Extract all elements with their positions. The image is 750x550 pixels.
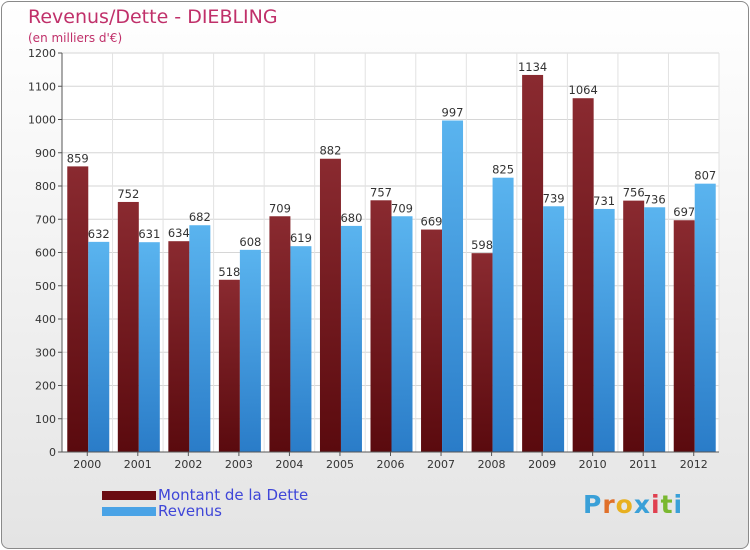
bar-revenus: [189, 225, 211, 452]
logo-letter: P: [583, 490, 603, 519]
chart-title: Revenus/Dette - DIEBLING: [28, 6, 278, 28]
labels-layer: 859 632 752 631 634 682 518 608 709 619 882 680 757 7…: [67, 60, 716, 279]
bar-dette: [269, 216, 291, 452]
x-tick-label: 2001: [124, 458, 152, 471]
bar-dette: [218, 279, 240, 452]
bar-dette: [168, 241, 190, 452]
legend-label-dette: Montant de la Dette: [158, 486, 309, 504]
bar-dette: [319, 158, 341, 453]
bar-revenus: [442, 120, 464, 452]
y-tick-label: 700: [35, 213, 56, 226]
bar-dette: [673, 220, 695, 452]
data-label: 1064: [569, 83, 598, 97]
bar-revenus: [239, 249, 261, 452]
y-tick-label: 900: [35, 147, 56, 160]
y-tick-label: 600: [35, 247, 56, 260]
data-label: 608: [239, 235, 261, 249]
data-label: 634: [168, 226, 190, 240]
data-label: 709: [391, 201, 413, 215]
y-tick-label: 200: [35, 380, 56, 393]
bar-revenus: [543, 206, 565, 452]
data-label: 739: [543, 191, 565, 205]
bar-revenus: [88, 241, 110, 452]
y-tick-label: 400: [35, 313, 56, 326]
bar-revenus: [290, 246, 312, 452]
bar-dette: [421, 229, 443, 452]
bar-dette: [522, 74, 544, 452]
x-tick-label: 2003: [225, 458, 253, 471]
data-label: 736: [644, 192, 666, 206]
data-label: 632: [88, 227, 110, 241]
x-tick-label: 2007: [427, 458, 455, 471]
data-label: 807: [694, 169, 716, 183]
y-tick-label: 300: [35, 346, 56, 359]
x-tick-label: 2002: [174, 458, 202, 471]
data-label: 997: [442, 105, 464, 119]
bar-dette: [370, 200, 392, 452]
data-label: 757: [370, 185, 392, 199]
x-tick-label: 2004: [275, 458, 303, 471]
legend-label-revenus: Revenus: [158, 502, 222, 520]
bar-dette: [572, 98, 594, 452]
logo-letter: i: [651, 490, 661, 519]
logo-letter: r: [602, 490, 616, 519]
bar-revenus: [644, 207, 666, 452]
bar-dette: [623, 200, 645, 452]
logo-letter: o: [615, 490, 634, 519]
bar-revenus: [492, 177, 514, 452]
data-label: 631: [138, 227, 160, 241]
data-label: 1134: [518, 60, 547, 74]
y-tick-label: 500: [35, 280, 56, 293]
y-tick-label: 1200: [28, 47, 56, 60]
x-tick-label: 2000: [73, 458, 101, 471]
data-label: 752: [117, 187, 139, 201]
data-label: 709: [269, 201, 291, 215]
legend-swatch-dette: [102, 491, 156, 500]
axis-layer: 0 100 200 300 400 500 600 700 800 900 1000 1100 1200…: [28, 47, 719, 471]
data-label: 859: [67, 151, 89, 165]
y-tick-label: 1100: [28, 80, 56, 93]
bar-dette: [67, 166, 89, 452]
x-tick-label: 2008: [478, 458, 506, 471]
data-label: 697: [673, 205, 695, 219]
data-label: 682: [189, 210, 211, 224]
proxiti-logo: Proxiti: [583, 490, 683, 519]
data-label: 598: [471, 238, 493, 252]
logo-letter: i: [673, 490, 684, 519]
y-tick-label: 1000: [28, 114, 56, 127]
logo-letter: x: [633, 490, 651, 519]
bar-revenus: [340, 225, 362, 452]
data-label: 825: [492, 163, 514, 177]
data-label: 619: [290, 231, 312, 245]
bar-dette: [117, 201, 139, 452]
y-tick-label: 800: [35, 180, 56, 193]
bar-dette: [471, 253, 493, 452]
x-tick-label: 2012: [680, 458, 708, 471]
bar-revenus: [593, 208, 615, 452]
chart-subtitle: (en milliers d'€): [28, 31, 123, 45]
bar-revenus: [391, 216, 413, 452]
bar-revenus: [138, 242, 160, 452]
x-tick-label: 2011: [629, 458, 657, 471]
bar-revenus: [694, 183, 716, 453]
data-label: 756: [623, 186, 645, 200]
y-tick-label: 100: [35, 413, 56, 426]
data-label: 518: [218, 265, 240, 279]
x-tick-label: 2009: [528, 458, 556, 471]
x-tick-label: 2005: [326, 458, 354, 471]
x-tick-label: 2010: [579, 458, 607, 471]
logo-letter: t: [660, 490, 674, 519]
y-tick-label: 0: [49, 446, 56, 459]
legend-swatch-revenus: [102, 507, 156, 516]
x-tick-label: 2006: [377, 458, 405, 471]
data-label: 882: [319, 144, 341, 158]
data-label: 680: [340, 211, 362, 225]
data-label: 731: [593, 194, 615, 208]
bars-layer: [67, 74, 716, 453]
data-label: 669: [421, 215, 443, 229]
